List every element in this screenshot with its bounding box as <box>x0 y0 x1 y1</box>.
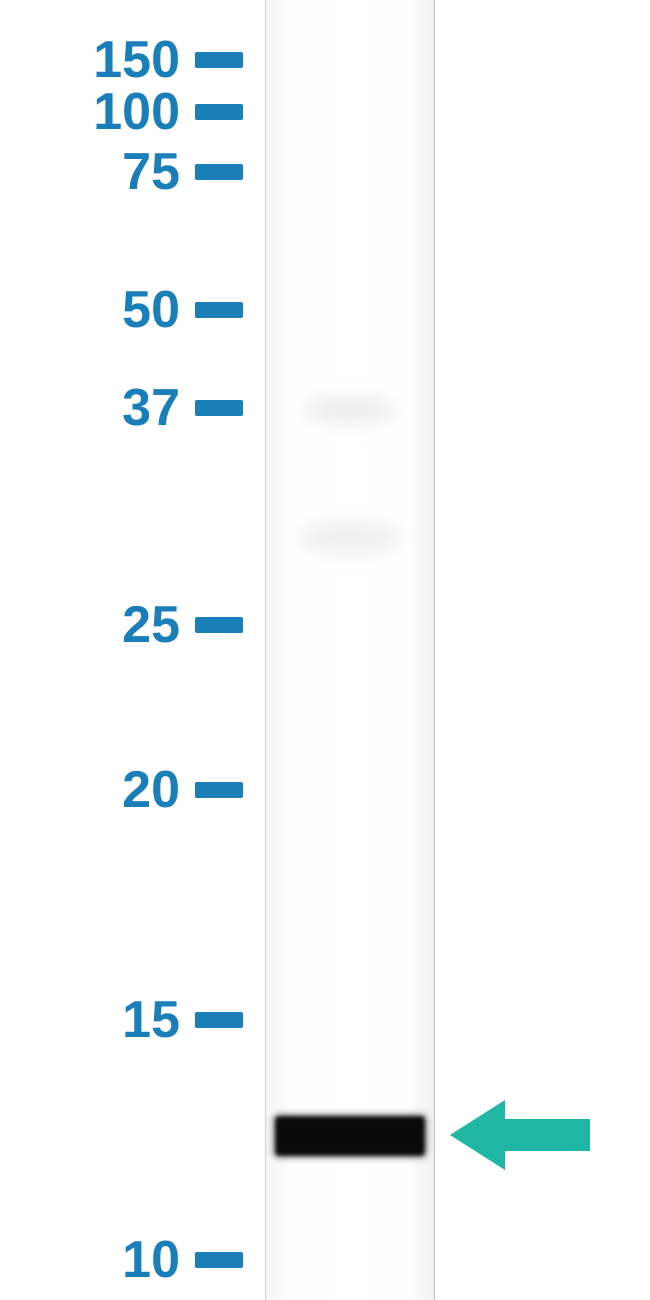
arrow-shaft <box>505 1119 590 1151</box>
mw-marker-label: 15 <box>0 990 180 1050</box>
mw-marker-tick <box>195 400 243 416</box>
mw-marker-label: 10 <box>0 1230 180 1290</box>
lane-smudge <box>300 520 400 555</box>
gel-lane <box>265 0 435 1300</box>
target-band <box>275 1116 425 1156</box>
mw-marker-tick <box>195 782 243 798</box>
mw-marker-tick <box>195 164 243 180</box>
mw-marker-tick <box>195 52 243 68</box>
mw-marker-tick <box>195 302 243 318</box>
mw-marker-label: 50 <box>0 280 180 340</box>
mw-marker-tick <box>195 104 243 120</box>
band-indicator-arrow <box>450 1100 590 1170</box>
mw-marker-tick <box>195 1252 243 1268</box>
mw-marker-label: 150 <box>0 30 180 90</box>
mw-marker-label: 25 <box>0 595 180 655</box>
mw-marker-tick <box>195 1012 243 1028</box>
mw-marker-label: 75 <box>0 142 180 202</box>
arrow-head-icon <box>450 1100 505 1170</box>
mw-marker-label: 20 <box>0 760 180 820</box>
western-blot: 15010075 50 37 25 20 15 10 <box>0 0 650 1300</box>
mw-marker-tick <box>195 617 243 633</box>
lane-smudge <box>305 395 395 425</box>
mw-marker-label: 37 <box>0 378 180 438</box>
mw-marker-label: 100 <box>0 82 180 142</box>
